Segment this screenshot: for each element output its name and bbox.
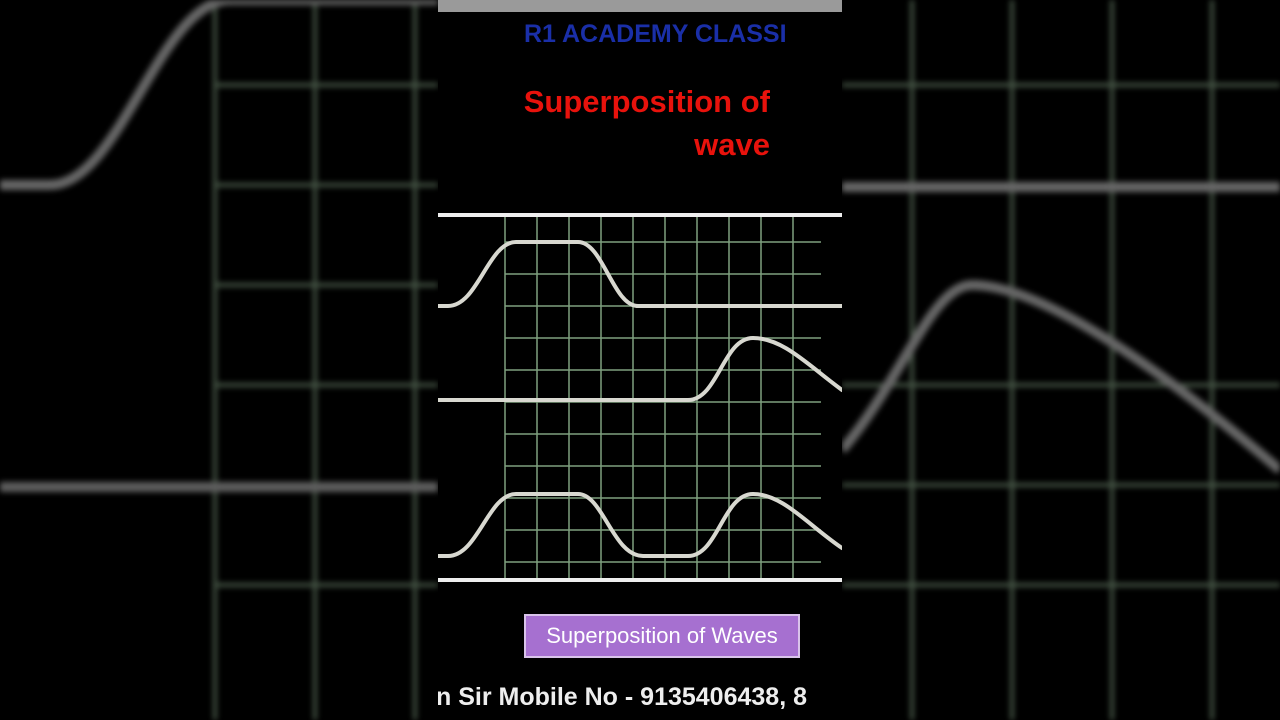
wave-sum [438, 491, 842, 558]
wave-1 [438, 240, 842, 308]
video-frame: R1 ACADEMY CLASSI Superposition of wave … [438, 0, 842, 720]
footer-ticker: n Sir Mobile No - 9135406438, 8 [438, 683, 807, 711]
blurred-background-left [0, 0, 438, 720]
top-bar [438, 0, 842, 12]
caption-button: Superposition of Waves [524, 614, 800, 658]
title-line: Superposition of [523, 84, 770, 119]
frame-line [438, 213, 842, 217]
frame-line [438, 578, 842, 582]
title: Superposition of wave [524, 80, 770, 166]
blurred-background-right [842, 0, 1280, 720]
grid [504, 217, 821, 578]
watermark: R1 ACADEMY CLASSI [524, 20, 787, 48]
wave-diagram [438, 213, 842, 582]
wave-2 [438, 335, 842, 402]
title-line: wave [694, 127, 770, 162]
